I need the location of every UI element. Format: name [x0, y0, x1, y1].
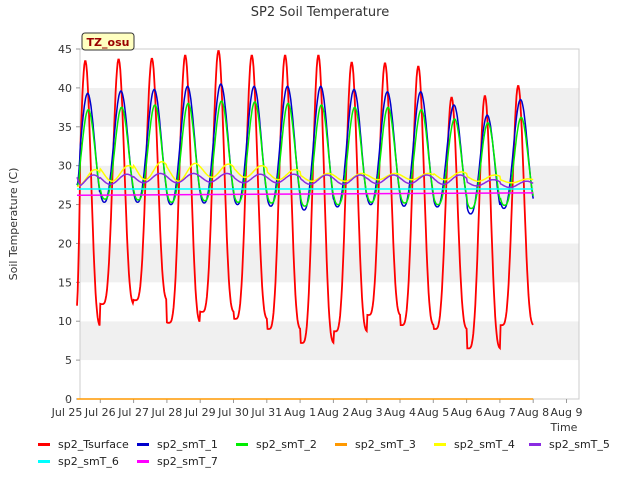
x-tick-label: Aug 8	[517, 406, 549, 419]
annotation-box	[81, 32, 135, 51]
x-tick-label: Jul 28	[151, 406, 183, 419]
y-tick-label: 45	[58, 43, 72, 56]
x-tick-label: Jul 27	[117, 406, 149, 419]
legend-swatch	[236, 443, 248, 446]
x-tick-label: Aug 5	[417, 406, 449, 419]
x-ticks: Jul 25 Jul 26 Jul 27 Jul 28 Jul 29 Jul 30 Jul …	[51, 399, 583, 419]
grid-band	[80, 360, 579, 399]
y-axis-label: Soil Temperature (C)	[7, 168, 20, 281]
annotation-label: TZ_osu	[87, 36, 130, 49]
legend-swatch	[529, 443, 541, 446]
legend-swatch	[335, 443, 347, 446]
grid-band	[80, 204, 579, 244]
y-tick-label: 30	[58, 160, 72, 173]
x-tick-label: Jul 31	[250, 406, 282, 419]
y-tick-label: 35	[58, 121, 72, 134]
series-line-sp2-tsurface	[76, 50, 534, 351]
x-tick-label: Aug 4	[384, 406, 416, 419]
legend-swatch	[137, 443, 149, 446]
series-lines	[76, 50, 534, 400]
x-axis-label: Time	[550, 421, 578, 434]
legend-item-sp2-tsurface: sp2_Tsurface	[38, 438, 137, 451]
y-tick-label: 10	[58, 315, 72, 328]
tz-annotation: TZ_osu	[81, 32, 135, 51]
y-ticks: 0 5 10 15 20 25 30 35 40 45	[58, 43, 80, 406]
legend: sp2_Tsurface sp2_smT_1 sp2_smT_2 sp2_smT…	[38, 436, 638, 470]
grid-band	[80, 243, 579, 283]
x-tick-label: Jul 26	[84, 406, 116, 419]
y-tick-label: 40	[58, 82, 72, 95]
y-tick-label: 15	[58, 276, 72, 289]
chart-title: SP2 Soil Temperature	[251, 5, 389, 20]
y-tick-label: 20	[58, 237, 72, 250]
grid-band	[80, 87, 579, 127]
y-tick-label: 25	[58, 199, 72, 212]
legend-item-sp2-smt-7: sp2_smT_7	[137, 455, 236, 468]
y-tick-label: 0	[65, 393, 72, 406]
legend-swatch	[38, 443, 50, 446]
legend-item-sp2-smt-5: sp2_smT_5	[529, 438, 628, 451]
legend-item-sp2-smt-4: sp2_smT_4	[434, 438, 529, 451]
grid-band	[80, 49, 579, 88]
x-tick-label: Jul 30	[217, 406, 249, 419]
legend-swatch	[137, 460, 149, 463]
legend-swatch	[38, 460, 50, 463]
x-tick-label: Aug 2	[317, 406, 349, 419]
series-line-sp2-smt-4	[76, 161, 534, 188]
x-tick-label: Jul 29	[184, 406, 216, 419]
legend-item-sp2-smt-6: sp2_smT_6	[38, 455, 137, 468]
x-tick-label: Aug 7	[484, 406, 516, 419]
legend-item-sp2-smt-3: sp2_smT_3	[335, 438, 434, 451]
legend-item-sp2-smt-2: sp2_smT_2	[236, 438, 335, 451]
x-tick-label: Jul 25	[51, 406, 83, 419]
x-tick-label: Aug 6	[451, 406, 483, 419]
series-line-sp2-smt-7	[76, 192, 534, 196]
x-tick-label: Aug 1	[284, 406, 316, 419]
x-tick-label: Aug 9	[551, 406, 583, 419]
series-line-sp2-smt-1	[76, 82, 534, 215]
legend-item-sp2-smt-1: sp2_smT_1	[137, 438, 236, 451]
y-tick-label: 5	[65, 354, 72, 367]
x-tick-label: Aug 3	[351, 406, 383, 419]
series-line-sp2-smt-2	[76, 100, 534, 210]
legend-swatch	[434, 443, 446, 446]
series-line-sp2-smt-5	[76, 172, 534, 189]
